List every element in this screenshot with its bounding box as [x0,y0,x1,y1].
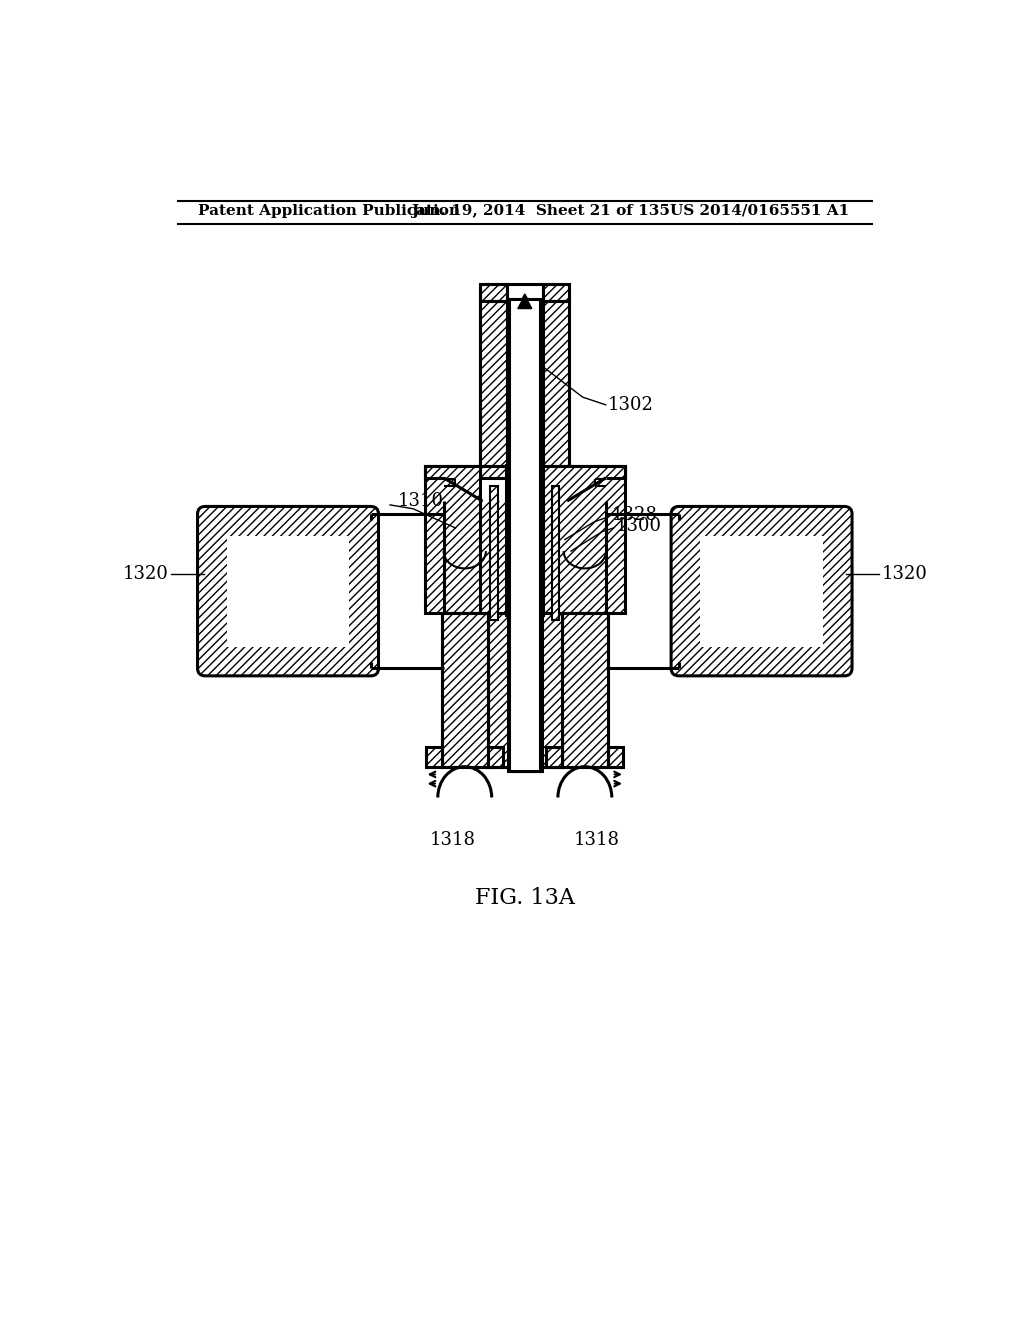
Text: US 2014/0165551 A1: US 2014/0165551 A1 [670,203,849,218]
Text: 1328: 1328 [611,506,657,524]
Bar [509,300,541,771]
Polygon shape [518,294,531,308]
Bar [562,612,608,767]
Bar [490,486,498,620]
Text: 1318: 1318 [430,830,476,849]
Bar [480,284,507,301]
Text: Patent Application Publication: Patent Application Publication [199,203,461,218]
Text: 1320: 1320 [882,565,927,583]
Bar [544,502,605,612]
FancyBboxPatch shape [671,507,852,676]
Polygon shape [518,296,531,309]
Text: 1318: 1318 [573,830,620,849]
Bar [543,284,569,301]
Text: 1300: 1300 [615,517,662,536]
Text: FIG. 13A: FIG. 13A [475,887,574,908]
Bar [425,466,507,478]
Text: 1310: 1310 [398,492,444,510]
Bar [426,747,441,767]
Bar [543,466,625,612]
Bar [608,747,624,767]
Bar [441,612,487,767]
Bar [425,466,480,612]
Bar [506,465,544,615]
Bar [543,301,569,466]
Bar [226,536,349,647]
Bar [444,478,464,612]
Bar [487,747,503,767]
Bar [543,466,625,478]
Bar [487,612,562,767]
Text: 1320: 1320 [123,565,168,583]
Bar [547,747,562,767]
FancyBboxPatch shape [198,507,379,676]
Bar [700,536,823,647]
Bar [552,486,559,620]
Text: Jun. 19, 2014  Sheet 21 of 135: Jun. 19, 2014 Sheet 21 of 135 [412,203,671,218]
Bar [480,301,507,466]
Text: 1302: 1302 [608,396,654,413]
Bar [508,612,542,771]
Bar [509,300,541,771]
Bar [444,502,506,612]
